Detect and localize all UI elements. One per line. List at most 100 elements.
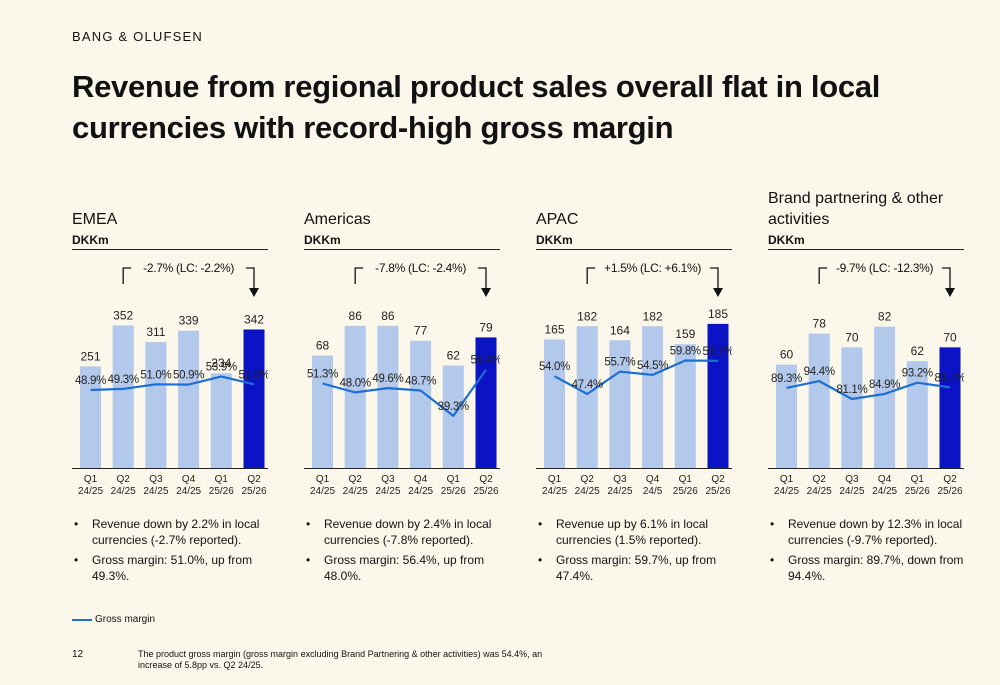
revenue-value-label: 164 — [610, 323, 630, 337]
chart-brand-partnering: 60 78 70 82 62 70 89.3%94.4%81.1% 84.9%93.2% 89.… — [768, 261, 964, 497]
bullet-item: Revenue down by 12.3% in local currencie… — [768, 516, 964, 548]
revenue-value-label: 339 — [179, 314, 199, 328]
quarter-tick-label: Q1 — [548, 474, 562, 485]
panel-apac: APAC DKKm 165 182 164 182 159 185 54.0% 47.4% 55… — [536, 180, 732, 600]
panel-divider — [536, 249, 732, 250]
year-tick-label: 24/25 — [607, 486, 632, 497]
panel-unit: DKKm — [536, 233, 573, 247]
revenue-value-label: 311 — [146, 325, 165, 339]
brand-logo: BANG & OLUFSEN — [72, 29, 203, 44]
gross-margin-label: 55.7% — [604, 357, 635, 369]
quarter-tick-label: Q3 — [845, 474, 859, 485]
revenue-bar — [841, 347, 863, 468]
bullet-item: Gross margin: 51.0%, up from 49.3%. — [72, 552, 268, 584]
quarter-tick-label: Q1 — [215, 474, 229, 485]
revenue-bar — [808, 333, 830, 468]
gross-margin-label: 48.7% — [405, 376, 436, 388]
revenue-value-label: 185 — [708, 307, 728, 321]
gross-margin-label: 54.5% — [637, 360, 668, 372]
revenue-value-label: 70 — [845, 330, 859, 344]
gross-margin-label: 49.6% — [372, 373, 403, 385]
quarter-tick-label: Q1 — [316, 474, 330, 485]
revenue-value-label: 86 — [349, 309, 363, 323]
growth-label: -7.8% (LC: -2.4%) — [375, 261, 466, 275]
legend-label: Gross margin — [95, 614, 156, 625]
year-tick-label: 24/25 — [111, 486, 136, 497]
footnote: The product gross margin (gross margin e… — [138, 649, 543, 670]
quarter-tick-label: Q4 — [182, 474, 196, 485]
chart-legend: Gross margin — [72, 614, 155, 625]
quarter-tick-label: Q3 — [613, 474, 627, 485]
year-tick-label: 24/25 — [343, 486, 368, 497]
bullet-item: Revenue up by 6.1% in local currencies (… — [536, 516, 732, 548]
revenue-bar — [210, 373, 232, 468]
revenue-bar — [178, 330, 200, 468]
growth-arrow-icon — [249, 288, 259, 297]
page-title: Revenue from regional product sales over… — [72, 69, 881, 145]
panel-unit: DKKm — [72, 233, 109, 247]
revenue-value-label: 77 — [414, 324, 428, 338]
year-tick-label: 25/26 — [705, 486, 730, 497]
year-tick-label: 24/25 — [774, 486, 799, 497]
year-tick-label: 24/25 — [542, 486, 567, 497]
revenue-value-label: 352 — [113, 308, 133, 322]
revenue-value-label: 182 — [643, 309, 663, 323]
gross-margin-label: 51.3% — [307, 368, 338, 380]
gross-margin-label: 59.8% — [670, 346, 701, 358]
revenue-value-label: 62 — [911, 344, 925, 358]
quarter-tick-label: Q2 — [247, 474, 261, 485]
revenue-value-label: 182 — [577, 309, 597, 323]
revenue-value-label: 78 — [813, 317, 827, 331]
revenue-value-label: 86 — [381, 309, 395, 323]
year-tick-label: 24/25 — [408, 486, 433, 497]
revenue-bar — [642, 326, 664, 468]
revenue-value-label: 342 — [244, 312, 264, 326]
page-number: 12 — [72, 649, 84, 660]
gross-margin-label: 81.1% — [836, 384, 867, 396]
revenue-bar — [776, 364, 797, 468]
quarter-tick-label: Q1 — [679, 474, 693, 485]
revenue-value-label: 251 — [80, 349, 100, 363]
gross-margin-label: 89.3% — [771, 373, 802, 385]
revenue-bar — [145, 342, 167, 468]
quarter-tick-label: Q2 — [117, 474, 131, 485]
revenue-bar — [243, 329, 265, 468]
gross-margin-label: 49.3% — [108, 374, 139, 386]
growth-label: -9.7% (LC: -12.3%) — [836, 261, 934, 275]
growth-arrow-icon — [945, 288, 955, 297]
panel-title: Americas — [304, 211, 371, 228]
quarter-tick-label: Q1 — [780, 474, 794, 485]
revenue-bar — [475, 337, 497, 468]
year-tick-label: 24/25 — [143, 486, 168, 497]
bullet-item: Gross margin: 59.7%, up from 47.4%. — [536, 552, 732, 584]
growth-label: +1.5% (LC: +6.1%) — [604, 261, 701, 275]
quarter-tick-label: Q4 — [878, 474, 892, 485]
bullet-list: Revenue down by 2.4% in local currencies… — [304, 516, 500, 588]
quarter-tick-label: Q2 — [943, 474, 957, 485]
bullet-list: Revenue down by 2.2% in local currencies… — [72, 516, 268, 588]
quarter-tick-label: Q2 — [813, 474, 827, 485]
legend-line-swatch — [72, 618, 92, 621]
revenue-bar — [80, 366, 101, 468]
revenue-bar — [344, 325, 366, 468]
panel-divider — [72, 249, 268, 250]
gross-margin-label: 47.4% — [572, 379, 603, 391]
year-tick-label: 25/26 — [209, 486, 234, 497]
year-tick-label: 25/26 — [241, 486, 266, 497]
gross-margin-label: 94.4% — [804, 366, 835, 378]
revenue-bar — [377, 325, 399, 468]
gross-margin-label: 39.3% — [438, 401, 469, 413]
quarter-tick-label: Q1 — [911, 474, 925, 485]
revenue-value-label: 159 — [675, 327, 695, 341]
bullet-list: Revenue down by 12.3% in local currencie… — [768, 516, 964, 588]
year-tick-label: 24/25 — [310, 486, 335, 497]
gross-margin-line — [322, 369, 487, 417]
revenue-bar — [906, 361, 928, 468]
quarter-tick-label: Q2 — [711, 474, 725, 485]
gross-margin-label: 93.2% — [902, 368, 933, 380]
revenue-value-label: 62 — [447, 349, 461, 363]
panel-divider — [304, 249, 500, 250]
quarter-tick-label: Q2 — [349, 474, 363, 485]
